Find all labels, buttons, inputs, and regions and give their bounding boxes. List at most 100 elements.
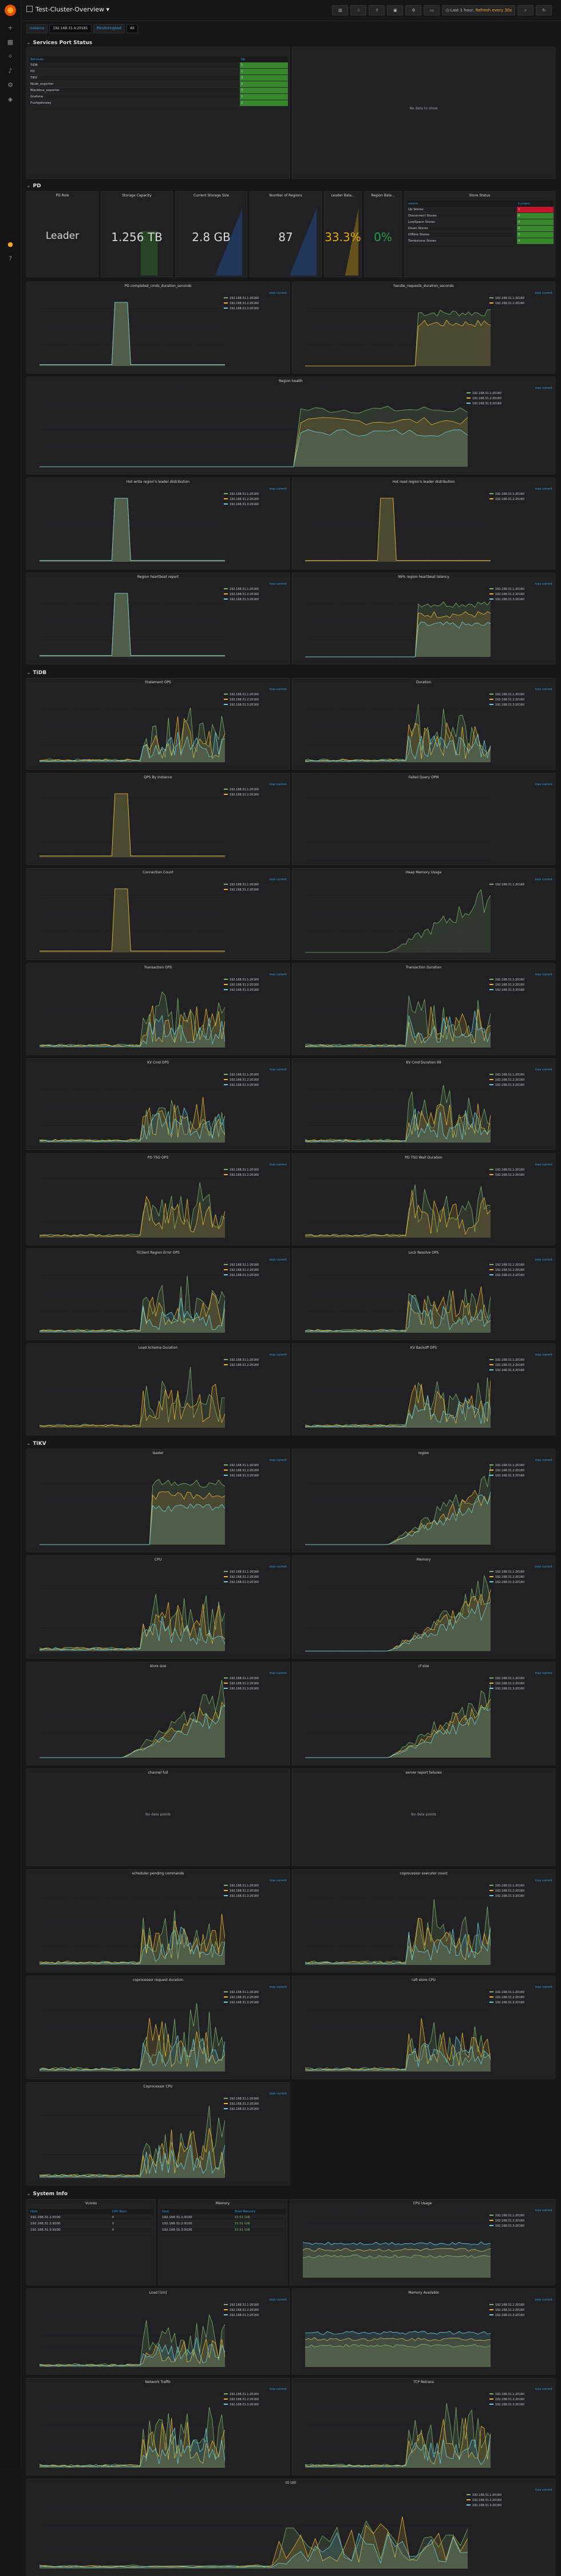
legend-item[interactable]: 192.168.31.1:20160 [224,788,287,791]
graph-kv_backoff[interactable] [295,1353,491,1433]
graph-pd_tso_wait[interactable] [295,1163,491,1243]
panel-tidb_stmt[interactable]: Statement OPS max current 192.168.31.1:201… [26,678,290,770]
series-line[interactable] [305,2022,491,2070]
panel-title[interactable]: CPU Usage [413,2201,432,2205]
legend-item[interactable]: 192.168.31.1:20160 [489,2393,552,2396]
panel-title[interactable]: raft store CPU [412,1978,436,1982]
dashboards-icon[interactable]: ▦ [7,38,14,46]
legend-item[interactable]: 192.168.31.3:20160 [489,1084,552,1087]
panel-tidb_duration[interactable]: Duration max current 192.168.31.1:20160 192… [292,678,555,770]
legend-item[interactable]: 192.168.31.2:20160 [489,983,552,987]
panel-sys_load[interactable]: Load [1m] max current 192.168.31.1:20160 19… [26,2289,290,2374]
graph-tikv_sched_pending[interactable] [29,1879,225,1971]
variable-select-monitoring[interactable]: All [127,24,138,33]
legend-item[interactable]: 192.168.31.1:20160 [224,883,287,887]
legend-item[interactable]: 192.168.31.2:20160 [224,1575,287,1579]
graph-tikv_copr_cpu[interactable] [29,2092,225,2184]
plus-icon[interactable]: + [7,24,13,31]
legend-item[interactable]: 192.168.31.3:20160 [224,1581,287,1584]
legend-item[interactable]: 192.168.31.3:20160 [489,1687,552,1691]
panel-tikv_leader[interactable]: leader max current 192.168.31.1:20160 192.1… [26,1449,290,1552]
series-line[interactable] [305,1189,491,1237]
series-line[interactable] [39,2035,225,2071]
series-line[interactable] [305,1108,491,1142]
panel-title[interactable]: region [418,1451,429,1455]
panel-title[interactable]: Region health [279,379,303,383]
graph-hot_write_leader[interactable] [29,487,225,568]
panel-title[interactable]: KV Cmd OPS [147,1061,169,1065]
legend-item[interactable]: 192.168.31.2:20160 [489,1996,552,1999]
series-line[interactable] [39,2128,225,2177]
legend-item[interactable]: 192.168.31.3:20160 [489,2224,552,2228]
series-line[interactable] [39,1705,225,1758]
graph-tikv_memory[interactable] [295,1565,491,1657]
panel-tikv_copr_cpu[interactable]: Coprocessor CPU max current 192.168.31.1:2… [26,2082,290,2185]
panel-title[interactable]: TCP Retrans [413,2380,434,2384]
legend-item[interactable]: 192.168.31.3:20160 [467,2504,552,2507]
graph-sys_mem_avail[interactable] [295,2298,491,2373]
legend-item[interactable]: 192.168.31.1:20160 [489,1884,552,1888]
series-line[interactable] [305,1602,491,1652]
row-header-system[interactable]: ⌄ System Info [26,2191,68,2197]
graph-tikv_copr_exec[interactable] [295,1879,491,1971]
series-line[interactable] [305,498,491,561]
legend-item[interactable]: 192.168.31.1:20160 [224,2393,287,2396]
panel-title[interactable]: Transaction OPS [144,966,172,970]
legend-item[interactable]: 192.168.31.3:20160 [489,598,552,601]
panel-hot_write_leader[interactable]: Hot write region's leader distribution ma… [26,478,290,569]
series-line[interactable] [39,302,225,365]
legend-item[interactable]: 192.168.31.3:20160 [489,2001,552,2004]
legend-item[interactable]: 192.168.31.3:20160 [489,1581,552,1584]
legend-item[interactable]: 192.168.31.3:20160 [224,1894,287,1898]
alerting-bell-icon[interactable]: ♪ [8,67,13,74]
series-line[interactable] [39,593,225,656]
series-line[interactable] [305,1491,491,1545]
series-line[interactable] [305,1377,491,1427]
graph-rpc_heartbeat[interactable] [295,582,491,663]
legend-item[interactable]: 192.168.31.2:20160 [224,1269,287,1272]
panel-title[interactable]: TiClient Region Error OPS [136,1251,180,1255]
legend-item[interactable]: 192.168.31.3:20160 [489,2314,552,2317]
legend-item[interactable]: 192.168.31.2:20160 [224,302,287,305]
panel-tikv_region[interactable]: region max current 192.168.31.1:20160 192.1… [292,1449,555,1552]
series-line[interactable] [39,1927,225,1964]
legend-item[interactable]: 192.168.31.2:20160 [489,1269,552,1272]
panel-title[interactable]: Statement OPS [145,680,171,684]
panel-region_health[interactable]: Region health max current 192.168.31.1:201… [26,377,555,474]
legend-item[interactable]: 192.168.31.2:20160 [467,397,552,400]
graph-tidb_failed[interactable] [295,783,491,863]
configuration-gear-icon[interactable]: ⚙ [7,81,13,89]
legend-item[interactable]: 192.168.31.1:20160 [467,392,552,395]
graph-hot_read_leader[interactable] [295,487,491,568]
series-line[interactable] [39,1298,225,1332]
graph-sys_network[interactable] [29,2388,225,2473]
series-line[interactable] [39,2144,225,2177]
panel-tikv_server_report[interactable]: server report failures No data points [292,1768,555,1866]
legend-item[interactable]: 192.168.31.2:20160 [224,593,287,596]
legend-item[interactable]: 192.168.31.1:20160 [489,883,552,887]
graph-pd_handle[interactable] [295,292,491,372]
series-line[interactable] [305,2035,491,2071]
graph-tikv_cpu[interactable] [29,1565,225,1657]
panel-title[interactable]: Number of Regions [269,194,302,198]
panel-title[interactable]: Memory [215,2201,230,2205]
panel-sys_network[interactable]: Network Traffic max current 192.168.31.1:2… [26,2378,290,2475]
series-line[interactable] [39,1384,225,1427]
series-line[interactable] [39,2105,225,2177]
panel-tikv_copr_dur[interactable]: coprocessor request duration max current 1… [26,1976,290,2079]
legend-item[interactable]: 192.168.31.1:20160 [224,1884,287,1888]
legend-item[interactable]: 192.168.31.1:20160 [224,1263,287,1267]
graph-tidb_qps_instance[interactable] [29,783,225,863]
graph-tidb_txn_ops[interactable] [29,973,225,1053]
legend-item[interactable]: 192.168.31.2:20160 [224,1996,287,1999]
legend-item[interactable]: 192.168.31.1:20160 [224,1168,287,1172]
legend-item[interactable]: 192.168.31.2:20160 [224,2309,287,2312]
legend-item[interactable]: 192.168.31.1:20160 [489,1677,552,1680]
panel-title[interactable]: cf size [418,1664,429,1668]
series-line[interactable] [305,995,491,1046]
panel-pd_tso_ops[interactable]: PD TSO OPS max current 192.168.31.1:20160 1… [26,1153,290,1245]
legend-item[interactable]: 192.168.31.2:20160 [489,1575,552,1579]
row-header-pd[interactable]: ⌄ PD [26,183,41,189]
star-icon[interactable]: ☆ [350,5,367,15]
legend-item[interactable]: 192.168.31.1:20160 [489,588,552,591]
